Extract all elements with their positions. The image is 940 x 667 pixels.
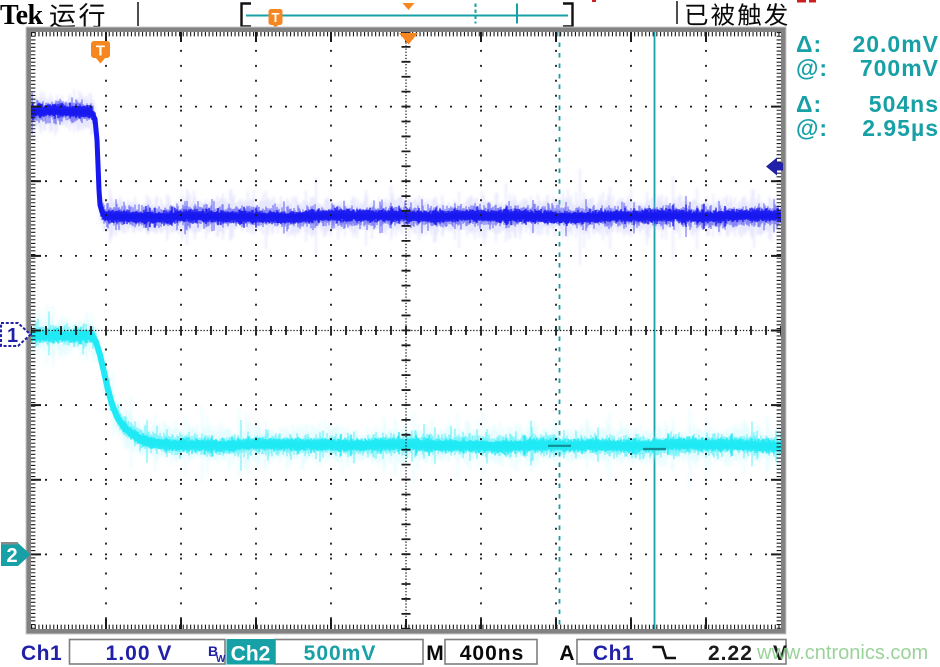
svg-text:Tek: Tek — [0, 0, 44, 31]
svg-text:2.95µs: 2.95µs — [862, 115, 939, 141]
svg-text:700mV: 700mV — [860, 55, 939, 81]
svg-text:Δ:: Δ: — [796, 31, 822, 57]
svg-text:Ch1: Ch1 — [21, 642, 62, 665]
svg-text:W: W — [216, 654, 226, 665]
svg-text:1.00 V: 1.00 V — [106, 642, 173, 665]
svg-text:M: M — [426, 642, 444, 665]
svg-text:T: T — [96, 43, 105, 60]
svg-text:@:: @: — [796, 55, 828, 81]
svg-text:T: T — [272, 10, 280, 25]
svg-text:2.22: 2.22 — [708, 642, 753, 665]
svg-text:Ch1: Ch1 — [593, 642, 634, 665]
svg-text:B: B — [208, 643, 218, 659]
svg-text:@:: @: — [796, 115, 828, 141]
svg-text:Δ:: Δ: — [796, 91, 822, 117]
svg-text:2: 2 — [7, 545, 18, 567]
svg-text:V: V — [773, 642, 787, 665]
svg-text:400ns: 400ns — [460, 642, 525, 665]
svg-text:A: A — [559, 642, 574, 665]
svg-text:Ch2: Ch2 — [231, 643, 271, 666]
svg-text:www.cntronics.com: www.cntronics.com — [756, 642, 928, 664]
svg-text:1: 1 — [7, 325, 18, 347]
svg-text:504ns: 504ns — [869, 91, 939, 117]
svg-text:500mV: 500mV — [304, 642, 377, 665]
svg-text:20.0mV: 20.0mV — [852, 31, 939, 57]
